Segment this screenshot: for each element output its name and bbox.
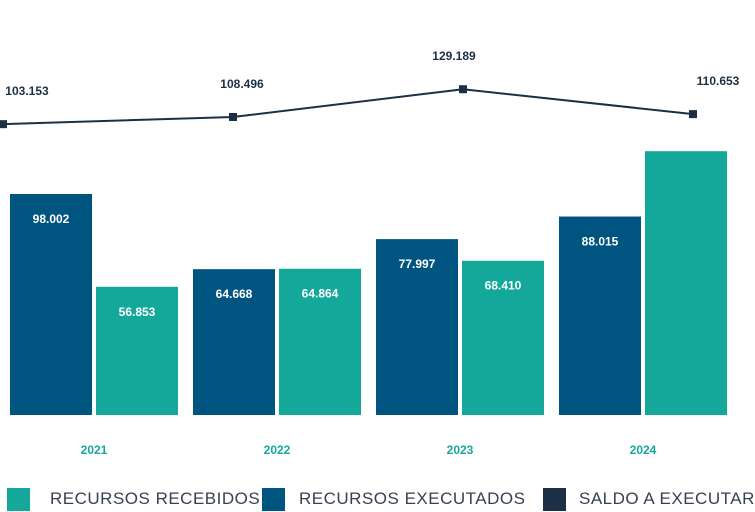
bar-recebidos-2023 <box>462 260 544 415</box>
saldo-line <box>2 88 694 126</box>
saldo-value-label-2022: 108.496 <box>220 77 264 91</box>
bar-executados-2021 <box>10 194 92 415</box>
legend-label-recebidos: RECURSOS RECEBIDOS <box>50 489 261 508</box>
legend-swatch-saldo <box>543 487 566 511</box>
legend-item-executados: RECURSOS EXECUTADOS <box>262 486 525 512</box>
legend-item-recebidos: RECURSOS RECEBIDOS <box>7 486 260 512</box>
saldo-value-label-2024: 110.653 <box>697 74 740 88</box>
bar-value-label-recebidos-2021: 56.853 <box>119 305 156 319</box>
bar-value-label-executados-2024: 88.015 <box>582 235 619 249</box>
legend: RECURSOS RECEBIDOS RECURSOS EXECUTADOS S… <box>0 486 755 512</box>
bar-executados-2024 <box>559 216 641 415</box>
saldo-point-2021 <box>0 120 7 129</box>
bar-recebidos-2022 <box>279 268 361 415</box>
saldo-value-label-2021: 103.153 <box>5 84 49 98</box>
legend-label-executados: RECURSOS EXECUTADOS <box>299 489 526 508</box>
saldo-point-2024 <box>689 110 697 119</box>
bar-executados-2023 <box>376 239 458 415</box>
bar-executados-2022 <box>193 269 275 415</box>
bar-value-label-recebidos-2022: 64.864 <box>302 287 339 301</box>
chart-area: 98.002 56.853 2021 64.668 64.864 2022 77.997 68… <box>0 49 740 457</box>
x-tick-label-2022: 2022 <box>264 443 291 457</box>
bar-value-label-executados-2022: 64.668 <box>216 287 253 301</box>
saldo-point-2022 <box>229 112 237 121</box>
bar-value-label-executados-2021: 98.002 <box>33 212 70 226</box>
bar-recebidos-2024 <box>645 151 727 416</box>
legend-item-saldo: SALDO A EXECUTAR <box>543 486 755 512</box>
x-tick-label-2023: 2023 <box>447 443 474 457</box>
x-tick-label-2021: 2021 <box>81 443 108 457</box>
bar-value-label-recebidos-2023: 68.410 <box>485 279 522 293</box>
saldo-value-label-2023: 129.189 <box>432 49 476 63</box>
legend-label-saldo: SALDO A EXECUTAR <box>579 489 755 508</box>
bar-recebidos-2021 <box>96 286 178 415</box>
legend-swatch-executados <box>262 487 285 511</box>
saldo-point-2023 <box>459 85 467 94</box>
legend-swatch-recebidos <box>7 487 30 511</box>
x-tick-label-2024: 2024 <box>630 443 657 457</box>
bar-value-label-executados-2023: 77.997 <box>399 257 436 271</box>
